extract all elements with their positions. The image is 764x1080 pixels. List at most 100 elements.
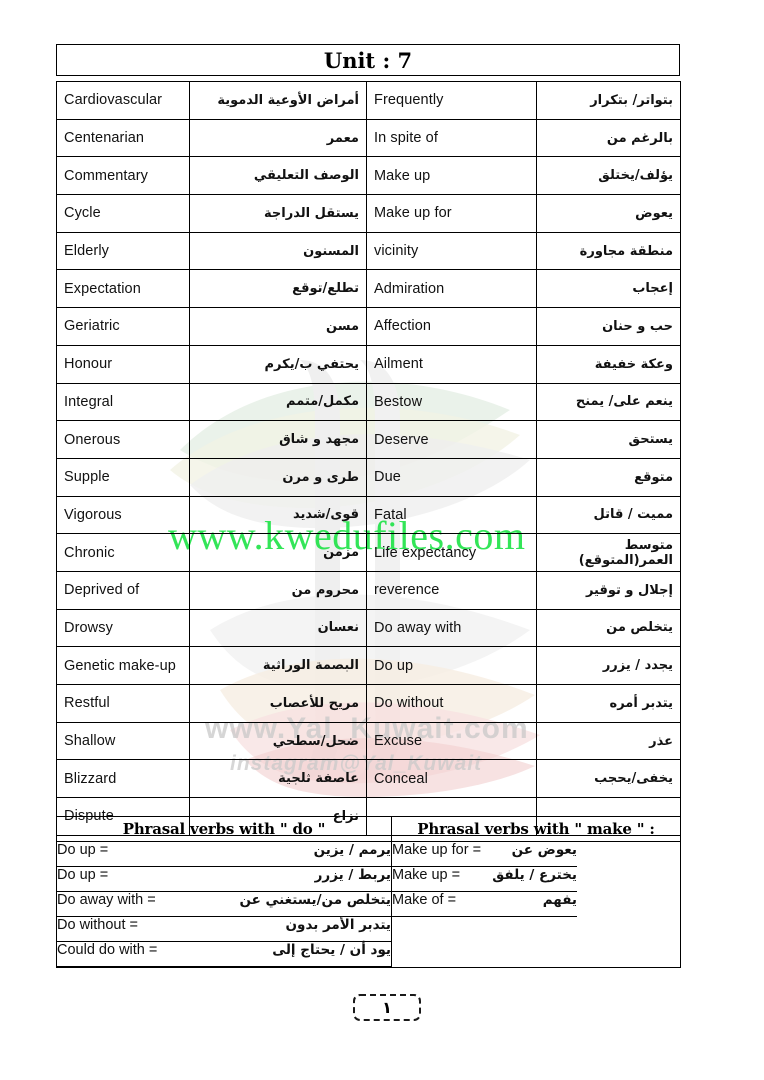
vocab-ar-term: مزمن <box>189 533 367 572</box>
vocab-ar-term: الوصف التعليقي <box>189 156 367 196</box>
vocab-en-term: Vigorous <box>56 495 190 535</box>
vocab-en-term: Chronic <box>56 533 190 572</box>
phrasal-verb-row: Do without = يتدبر الأمر بدون <box>57 917 391 942</box>
vocab-ar-term-2: متوقع <box>536 457 681 497</box>
table-row: Elderly المسنون vicinity منطقة مجاورة <box>56 231 681 271</box>
vocab-en-term-2: Do away with <box>366 608 537 648</box>
vocab-ar-term-2: وعكة خفيفة <box>536 344 681 384</box>
phrasal-verb-en: Do without = <box>57 917 139 933</box>
table-row: Shallow ضحل/سطحي Excuse عذر <box>56 721 681 761</box>
phrasal-verb-row: Do away with = يتخلص من/يستغني عن <box>57 892 391 917</box>
table-row: Expectation تطلع/توقع Admiration إعجاب <box>56 269 681 309</box>
vocab-ar-term-2: منطقة مجاورة <box>536 231 681 271</box>
phrasal-verb-ar: يربط / يزرر <box>314 867 391 883</box>
phrasal-verb-en: Do up = <box>57 842 109 858</box>
phrasal-verb-row: Make up for = يعوض عن <box>392 842 577 867</box>
page-number: ١ <box>382 998 392 1017</box>
vocab-en-term-2: Admiration <box>366 269 537 309</box>
phrasal-verb-row: Make of = يفهم <box>392 892 577 917</box>
table-row: Genetic make-up البصمة الوراثية Do up يجدد … <box>56 646 681 685</box>
table-row: Onerous مجهد و شاق Deserve يستحق <box>56 420 681 459</box>
phrasal-verb-en: Do away with = <box>57 892 156 908</box>
vocab-en-term-2: Ailment <box>366 344 537 384</box>
phrasal-verb-ar: يود أن / يحتاج إلى <box>272 942 391 958</box>
phrasal-verb-row: Do up = يربط / يزرر <box>57 867 391 892</box>
vocab-en-term-2: vicinity <box>366 231 537 271</box>
phrasal-verb-ar: يتخلص من/يستغني عن <box>239 892 391 908</box>
phrasal-verb-row: Could do with = يود أن / يحتاج إلى <box>57 942 391 967</box>
vocab-ar-term: قوى/شديد <box>189 495 367 535</box>
vocab-ar-term: عاصفة ثلجية <box>189 759 367 799</box>
table-row: Blizzard عاصفة ثلجية Conceal يخفى/يحجب <box>56 759 681 799</box>
phrasal-verb-en: Make of = <box>392 892 457 908</box>
phrasal-verb-en: Make up = <box>392 867 461 883</box>
phrasal-verb-row: Make up = يخترع / يلفق <box>392 867 577 892</box>
phrasal-verb-en: Make up for = <box>392 842 482 858</box>
table-row: Commentary الوصف التعليقي Make up يؤلف/يختل… <box>56 156 681 196</box>
unit-title-box: Unit : 7 <box>56 44 680 76</box>
vocab-en-term: Cardiovascular <box>56 81 190 120</box>
vocab-ar-term: يحتفي ب/يكرم <box>189 344 367 384</box>
table-row: Centenarian معمر In spite of بالرغم من <box>56 118 681 158</box>
vocab-ar-term: ضحل/سطحي <box>189 721 367 761</box>
vocab-en-term-2: Do without <box>366 684 537 723</box>
table-row: Deprived of محروم من reverence إجلال و توقي… <box>56 570 681 610</box>
vocab-ar-term: البصمة الوراثية <box>189 646 367 685</box>
phrasal-spacer <box>392 942 680 967</box>
vocab-ar-term: أمراض الأوعية الدموية <box>189 81 367 120</box>
phrasal-spacer <box>392 917 680 942</box>
vocab-en-term-2: Deserve <box>366 420 537 459</box>
vocab-en-term-2: Do up <box>366 646 537 685</box>
phrasal-verb-row: Do up = يرمم / يزين <box>57 842 391 867</box>
phrasal-verbs-table: Phrasal verbs with " do " Phrasal verbs … <box>56 816 681 968</box>
phrasal-verb-ar: يفهم <box>542 892 577 908</box>
vocab-en-term-2: Make up <box>366 156 537 196</box>
vocab-ar-term: مريح للأعصاب <box>189 684 367 723</box>
vocab-en-term: Supple <box>56 457 190 497</box>
phrasal-verb-ar: يخترع / يلفق <box>492 867 577 883</box>
vocab-ar-term-2: يتدبر أمره <box>536 684 681 723</box>
vocab-en-term: Centenarian <box>56 118 190 158</box>
vocabulary-table: Cardiovascular أمراض الأوعية الدموية Frequ… <box>56 81 681 836</box>
vocab-ar-term: يستقل الدراجة <box>189 194 367 233</box>
vocab-en-term-2: Life expectancy <box>366 533 537 572</box>
vocab-en-term: Honour <box>56 344 190 384</box>
table-row: Restful مريح للأعصاب Do without يتدبر أمره <box>56 684 681 723</box>
vocab-ar-term-2: يستحق <box>536 420 681 459</box>
vocab-en-term-2: Conceal <box>366 759 537 799</box>
phrasal-verb-ar: يرمم / يزين <box>313 842 391 858</box>
vocab-ar-term-2: إعجاب <box>536 269 681 309</box>
vocab-ar-term-2: يخفى/يحجب <box>536 759 681 799</box>
vocab-en-term: Expectation <box>56 269 190 309</box>
vocab-ar-term: مكمل/متمم <box>189 382 367 422</box>
vocab-en-term: Commentary <box>56 156 190 196</box>
vocab-ar-term-2: متوسط العمر(المتوقع) <box>536 533 681 572</box>
vocab-ar-term: طرى و مرن <box>189 457 367 497</box>
phrasal-make-heading: Phrasal verbs with " make " : <box>391 816 681 842</box>
vocab-ar-term: المسنون <box>189 231 367 271</box>
table-row: Cardiovascular أمراض الأوعية الدموية Frequ… <box>56 81 681 120</box>
vocab-en-term-2: Due <box>366 457 537 497</box>
vocab-en-term: Deprived of <box>56 570 190 610</box>
table-row: Cycle يستقل الدراجة Make up for يعوض <box>56 194 681 233</box>
vocab-en-term-2: In spite of <box>366 118 537 158</box>
vocab-en-term-2: Frequently <box>366 81 537 120</box>
vocab-ar-term-2: يجدد / يزرر <box>536 646 681 685</box>
vocab-en-term-2: Fatal <box>366 495 537 535</box>
table-row: Integral مكمل/متمم Bestow ينعم على/ يمنح <box>56 382 681 422</box>
phrasal-verb-ar: يتدبر الأمر بدون <box>285 917 391 933</box>
table-row: Honour يحتفي ب/يكرم Ailment وعكة خفيفة <box>56 344 681 384</box>
vocab-en-term: Drowsy <box>56 608 190 648</box>
table-row: Vigorous قوى/شديد Fatal مميت / قاتل <box>56 495 681 535</box>
vocab-en-term: Integral <box>56 382 190 422</box>
vocab-ar-term-2: ينعم على/ يمنح <box>536 382 681 422</box>
vocab-ar-term: معمر <box>189 118 367 158</box>
vocab-ar-term: محروم من <box>189 570 367 610</box>
phrasal-do-list: Do up = يرمم / يزين Do up = يربط / يزرر Do a… <box>56 841 392 968</box>
vocab-en-term: Genetic make-up <box>56 646 190 685</box>
phrasal-verb-en: Do up = <box>57 867 109 883</box>
vocab-ar-term: تطلع/توقع <box>189 269 367 309</box>
vocab-en-term: Cycle <box>56 194 190 233</box>
vocab-en-term-2: Affection <box>366 307 537 346</box>
